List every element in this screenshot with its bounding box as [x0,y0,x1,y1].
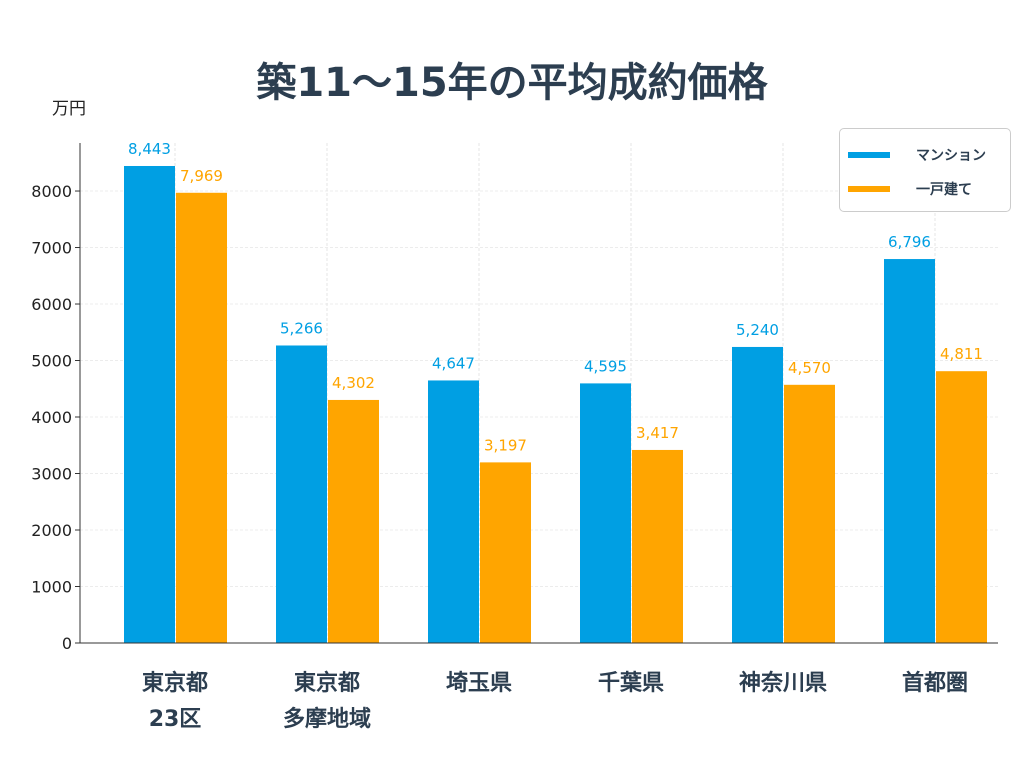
data-label: 4,595 [584,357,627,375]
data-label: 3,417 [636,424,679,442]
bar-mansion [580,383,631,643]
x-tick-label: 神奈川県 [739,670,827,696]
legend-swatch-mansion [848,152,890,158]
x-tick-label: 23区 [149,707,202,732]
data-label: 8,443 [128,140,171,158]
bar-house [328,399,379,643]
y-tick-label: 2000 [31,521,72,540]
y-tick-label: 3000 [31,465,72,484]
y-tick-label: 4000 [31,408,72,427]
bar-mansion [884,259,935,643]
data-label: 5,266 [280,319,323,337]
y-tick-label: 6000 [31,295,72,314]
x-tick-label: 多摩地域 [283,706,371,732]
bar-house [632,449,683,643]
data-label: 5,240 [736,321,779,339]
bar-house [936,371,987,643]
data-label: 4,811 [940,345,983,363]
legend: マンション 一戸建て [839,128,1011,212]
bar-mansion [732,346,783,643]
legend-item-house: 一戸建て [848,179,972,199]
bar-house [176,192,227,643]
data-label: 3,197 [484,436,527,454]
y-tick-label: 1000 [31,578,72,597]
y-tick-label: 0 [62,634,72,653]
y-tick-label: 5000 [31,352,72,371]
chart-title: 築11〜15年の平均成約価格 [256,60,768,106]
y-axis-unit-label: 万円 [52,99,86,119]
y-tick-label: 7000 [31,239,72,258]
data-label: 4,647 [432,354,475,372]
bar-mansion [428,380,479,643]
x-tick-label: 東京都 [142,670,208,696]
legend-item-mansion: マンション [848,145,986,165]
data-label: 4,302 [332,374,375,392]
bar-house [784,384,835,643]
x-tick-label: 首都圏 [902,670,968,696]
data-label: 7,969 [180,167,223,185]
bar-mansion [124,165,175,643]
legend-label: マンション [916,148,986,164]
x-tick-label: 千葉県 [598,671,664,696]
y-tick-label: 8000 [31,182,72,201]
x-tick-label: 東京都 [294,670,360,696]
legend-swatch-house [848,186,890,192]
data-label: 6,796 [888,233,931,251]
x-tick-label: 埼玉県 [446,671,512,696]
bar-house [480,462,531,643]
data-label: 4,570 [788,359,831,377]
bar-mansion [276,345,327,643]
legend-label: 一戸建て [916,182,972,198]
